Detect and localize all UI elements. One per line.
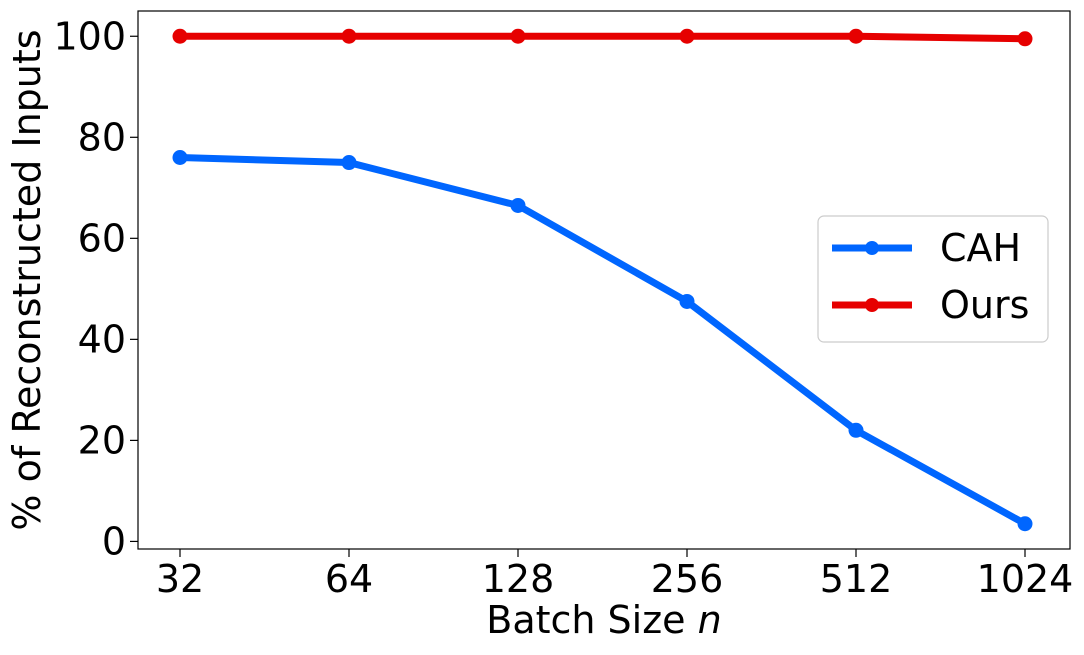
data-point-cah: [1017, 516, 1033, 532]
data-point-cah: [679, 293, 695, 309]
legend-label-ours: Ours: [940, 283, 1029, 327]
legend-marker-ours: [865, 298, 879, 312]
x-axis-ticks: 32 64 128 256 512 1024: [156, 549, 1074, 601]
data-point-cah: [848, 422, 864, 438]
y-axis-ticks: 0 20 40 60 80 100: [53, 14, 138, 563]
x-tick-label: 32: [156, 557, 204, 601]
y-tick-label: 80: [78, 115, 126, 159]
plot-frame: [137, 10, 1071, 550]
x-tick-label: 256: [651, 557, 724, 601]
data-point-ours: [172, 28, 188, 44]
x-axis-label: Batch Size n: [486, 598, 722, 642]
x-axis-label-variable: n: [698, 598, 722, 642]
data-point-cah: [341, 155, 357, 171]
y-tick-label: 0: [102, 519, 126, 563]
data-point-ours: [510, 28, 526, 44]
x-tick-label: 512: [820, 557, 893, 601]
y-axis-label: % of Reconstructed Inputs: [5, 29, 49, 530]
x-tick-label: 64: [325, 557, 373, 601]
legend-label-cah: CAH: [940, 226, 1021, 270]
data-point-ours: [679, 28, 695, 44]
series-line-cah: [179, 153, 1027, 527]
y-tick-label: 20: [78, 418, 126, 462]
x-tick-label: 128: [482, 557, 555, 601]
legend: CAH Ours: [817, 215, 1049, 343]
legend-marker-cah: [865, 241, 879, 255]
data-point-ours: [1017, 31, 1033, 47]
data-point-ours: [848, 28, 864, 44]
y-tick-label: 40: [78, 317, 126, 361]
series-line-ours: [180, 32, 1026, 43]
data-point-cah: [510, 197, 526, 213]
x-axis-label-main: Batch Size: [486, 598, 697, 642]
x-tick-label: 1024: [977, 557, 1074, 601]
data-point-cah: [172, 149, 188, 165]
y-tick-label: 60: [78, 216, 126, 260]
series-layer: [172, 28, 1033, 532]
y-tick-label: 100: [53, 14, 126, 58]
data-point-ours: [341, 28, 357, 44]
